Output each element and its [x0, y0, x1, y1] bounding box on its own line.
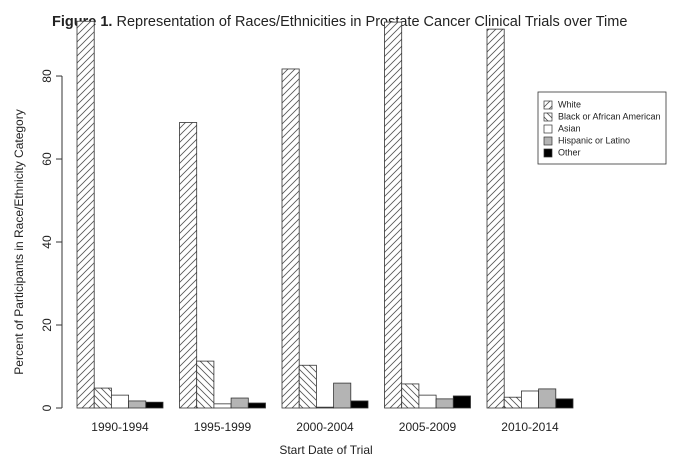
x-tick-label: 2005-2009 [399, 420, 457, 434]
x-tick-label: 1990-1994 [91, 420, 149, 434]
legend-swatch [543, 148, 553, 158]
legend-swatch [543, 136, 553, 146]
bar [196, 360, 215, 409]
bar [111, 394, 130, 409]
bar [333, 382, 352, 409]
x-axis-label: Start Date of Trial [279, 443, 372, 457]
bar [555, 398, 574, 409]
y-tick-label: 40 [40, 235, 54, 249]
legend-box [537, 91, 667, 165]
bar [315, 406, 334, 409]
bar [538, 388, 557, 409]
legend-label: Other [558, 147, 581, 157]
y-tick-label: 80 [40, 69, 54, 83]
bar [247, 402, 266, 409]
bar [418, 394, 437, 409]
y-tick-label: 0 [40, 404, 54, 411]
bar [384, 21, 403, 409]
x-tick-label: 2000-2004 [296, 420, 354, 434]
legend-label: Hispanic or Latino [558, 135, 630, 145]
bar [486, 28, 505, 409]
legend-label: Asian [558, 123, 581, 133]
y-tick-label: 20 [40, 318, 54, 332]
bar [435, 398, 454, 409]
x-tick-label: 1995-1999 [194, 420, 252, 434]
legend-swatch [543, 112, 553, 122]
legend-label: Black or African American [558, 111, 661, 121]
x-tick-label: 2010-2014 [501, 420, 559, 434]
bar [230, 397, 249, 409]
bar [281, 68, 300, 409]
bar [93, 387, 112, 409]
bar [298, 364, 317, 409]
legend-swatch [543, 124, 553, 134]
bar [350, 400, 369, 409]
title-text: Representation of Races/Ethnicities in P… [116, 14, 627, 30]
bar [213, 403, 232, 409]
bar [521, 390, 540, 409]
bar [452, 395, 471, 409]
bar [179, 122, 198, 409]
bar [401, 383, 420, 409]
legend-swatch [543, 100, 553, 110]
bar [503, 396, 522, 409]
y-axis-label: Percent of Participants in Race/Ethnicit… [12, 109, 26, 374]
chart-title: Figure 1. Representation of Races/Ethnic… [52, 14, 627, 30]
legend-label: White [558, 99, 581, 109]
legend: White Black or African American Asian Hispa… [537, 91, 667, 165]
y-tick-label: 60 [40, 152, 54, 166]
bar [145, 401, 164, 409]
bar [76, 20, 95, 409]
bar [128, 400, 147, 409]
